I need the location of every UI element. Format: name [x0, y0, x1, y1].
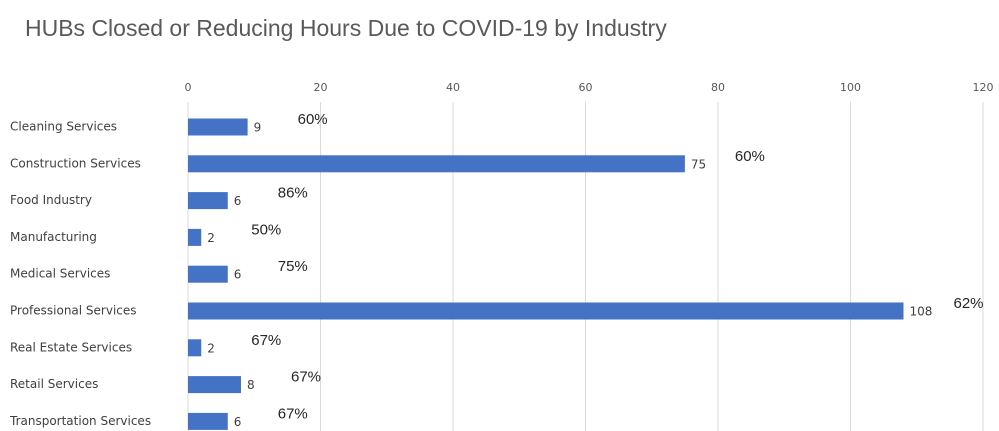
x-tick-label: 0: [185, 81, 192, 94]
bar: [188, 376, 241, 394]
data-label: 6: [234, 268, 242, 282]
data-label: 9: [254, 121, 262, 135]
annotation: 67%: [251, 332, 281, 349]
annotation: 62%: [954, 295, 984, 312]
x-tick-label: 100: [840, 81, 861, 94]
x-tick-label: 120: [973, 81, 994, 94]
bar: [188, 412, 228, 430]
category-label: Manufacturing: [10, 230, 97, 244]
bar: [188, 339, 202, 357]
annotation: 75%: [278, 258, 308, 275]
x-tick-label: 20: [314, 81, 328, 94]
category-label: Transportation Services: [9, 414, 151, 428]
data-label: 6: [234, 194, 242, 208]
bar: [188, 265, 228, 283]
bar: [188, 118, 248, 136]
x-tick-label: 80: [711, 81, 725, 94]
data-label: 2: [207, 231, 215, 245]
category-label: Real Estate Services: [10, 340, 132, 354]
bar: [188, 155, 685, 173]
category-label: Professional Services: [10, 304, 137, 318]
annotation: 67%: [278, 405, 308, 422]
category-label: Construction Services: [10, 156, 141, 170]
bar: [188, 192, 228, 210]
x-tick-label: 40: [446, 81, 460, 94]
data-label: 108: [910, 305, 933, 319]
category-label: Retail Services: [10, 377, 98, 391]
category-label: Food Industry: [10, 193, 92, 207]
data-label: 6: [234, 415, 242, 429]
data-label: 75: [691, 157, 706, 171]
category-label: Medical Services: [10, 267, 110, 281]
data-label: 2: [207, 341, 215, 355]
data-label: 8: [247, 378, 255, 392]
annotation: 86%: [278, 185, 308, 202]
bar: [188, 302, 904, 320]
category-label: Cleaning Services: [10, 120, 117, 134]
annotation: 60%: [735, 148, 765, 165]
annotation: 60%: [298, 111, 328, 128]
chart-title: HUBs Closed or Reducing Hours Due to COV…: [25, 15, 667, 41]
annotation: 50%: [251, 221, 281, 238]
bar: [188, 228, 202, 246]
x-tick-label: 60: [579, 81, 593, 94]
annotation: 67%: [291, 369, 321, 386]
